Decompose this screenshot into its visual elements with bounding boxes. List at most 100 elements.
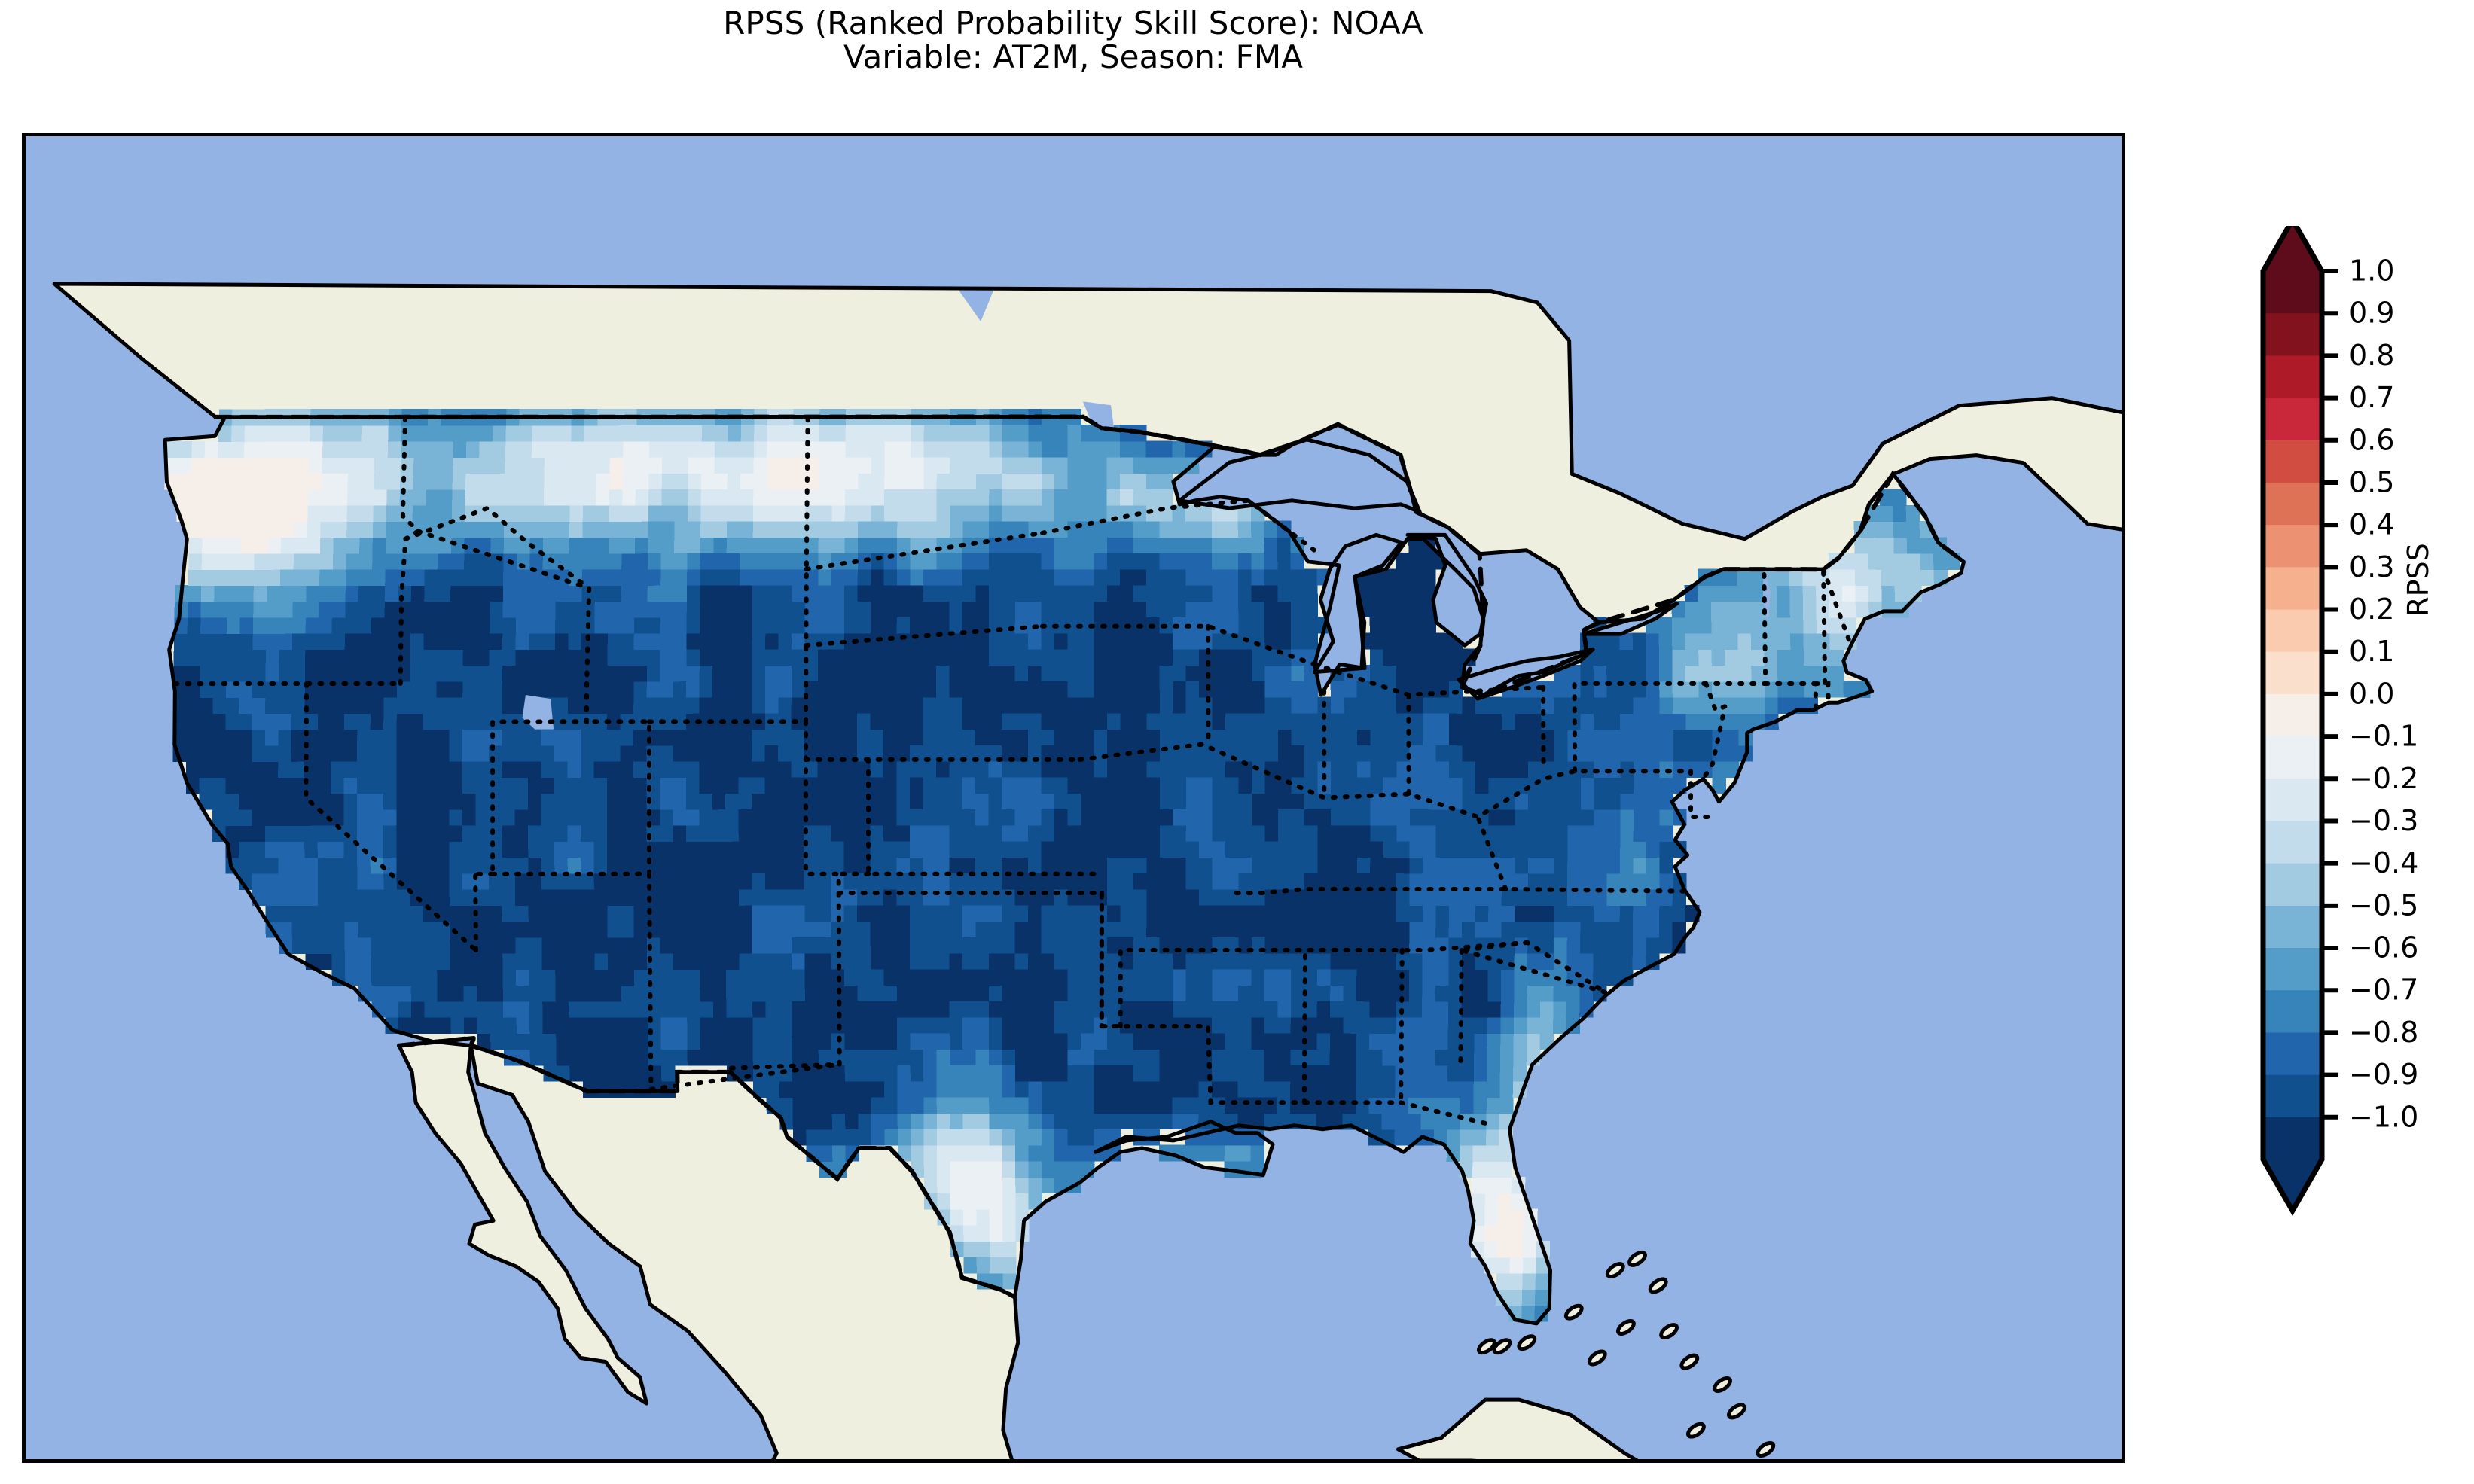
rpss-grid-cell xyxy=(1737,648,1753,666)
rpss-grid-cell xyxy=(975,968,990,986)
rpss-grid-cell xyxy=(778,745,792,762)
rpss-grid-cell xyxy=(1484,1193,1499,1210)
rpss-grid-cell xyxy=(423,776,437,794)
rpss-grid-cell xyxy=(383,793,398,810)
lake xyxy=(1179,439,1420,513)
rpss-grid-cell xyxy=(949,728,963,746)
rpss-grid-cell xyxy=(278,824,292,842)
rpss-grid-cell xyxy=(227,601,242,618)
rpss-grid-cell xyxy=(923,1080,938,1098)
island xyxy=(1605,1262,1625,1279)
rpss-grid-cell xyxy=(1133,985,1148,1002)
rpss-grid-cell xyxy=(1145,1065,1161,1082)
rpss-grid-cell xyxy=(331,857,345,874)
rpss-grid-cell xyxy=(1646,648,1660,666)
rpss-grid-cell xyxy=(203,457,218,474)
rpss-grid-cell xyxy=(1278,728,1292,746)
rpss-grid-cell xyxy=(633,968,648,986)
rpss-grid-cell xyxy=(1094,745,1108,762)
rpss-grid-cell xyxy=(896,776,911,794)
rpss-grid-cell xyxy=(532,425,546,442)
rpss-grid-cell xyxy=(427,425,442,442)
rpss-grid-cell xyxy=(1133,664,1148,682)
rpss-grid-cell xyxy=(1014,985,1030,1002)
rpss-grid-cell xyxy=(542,985,557,1002)
rpss-grid-cell xyxy=(725,745,740,762)
rpss-grid-cell xyxy=(1435,793,1451,810)
rpss-grid-cell xyxy=(1633,712,1648,730)
rpss-grid-cell xyxy=(1475,921,1490,938)
rpss-grid-cell xyxy=(700,568,715,586)
colorbar-band xyxy=(2263,609,2322,653)
rpss-grid-cell xyxy=(1106,520,1121,538)
rpss-grid-cell xyxy=(1237,1160,1252,1178)
rpss-grid-cell xyxy=(621,553,636,570)
rpss-grid-cell xyxy=(226,665,240,682)
rpss-grid-cell xyxy=(1343,985,1358,1002)
rpss-grid-cell xyxy=(620,904,635,922)
rpss-grid-cell xyxy=(304,760,319,778)
rpss-grid-cell xyxy=(229,489,244,506)
rpss-grid-cell xyxy=(988,681,1003,698)
rpss-grid-cell xyxy=(752,968,767,986)
rpss-grid-cell xyxy=(950,425,964,442)
rpss-grid-cell xyxy=(595,568,609,586)
rpss-grid-cell xyxy=(792,617,806,634)
rpss-grid-cell xyxy=(1659,904,1673,922)
rpss-grid-cell xyxy=(1290,1016,1305,1034)
rpss-grid-cell xyxy=(1041,1160,1056,1178)
rpss-grid-cell xyxy=(1251,921,1266,938)
rpss-grid-cell xyxy=(226,617,241,634)
rpss-grid-cell xyxy=(1067,568,1081,586)
rpss-grid-cell xyxy=(804,952,819,970)
rpss-grid-cell xyxy=(1106,728,1121,746)
rpss-grid-cell xyxy=(225,793,239,810)
rpss-grid-cell xyxy=(1485,1160,1499,1178)
rpss-grid-cell xyxy=(1264,1016,1279,1034)
rpss-grid-cell xyxy=(1080,472,1095,490)
rpss-grid-cell xyxy=(1515,745,1529,762)
rpss-grid-cell xyxy=(660,985,675,1002)
rpss-grid-cell xyxy=(1106,1001,1121,1018)
rpss-grid-cell xyxy=(343,696,358,714)
rpss-grid-cell xyxy=(1496,1288,1510,1306)
rpss-grid-cell xyxy=(462,760,477,778)
rpss-grid-cell xyxy=(212,809,227,826)
rpss-grid-cell xyxy=(293,553,308,570)
rpss-grid-cell xyxy=(1382,1049,1396,1066)
rpss-grid-cell xyxy=(910,1032,924,1050)
rpss-grid-cell xyxy=(1054,776,1069,794)
rpss-grid-cell xyxy=(857,952,871,970)
rpss-grid-cell xyxy=(1396,665,1411,682)
rpss-grid-cell xyxy=(673,824,687,842)
rpss-grid-cell xyxy=(1606,696,1621,714)
rpss-grid-cell xyxy=(935,856,950,874)
rpss-grid-cell xyxy=(1343,1001,1358,1018)
rpss-grid-cell xyxy=(1120,968,1134,986)
rpss-grid-cell xyxy=(1554,952,1568,970)
rpss-grid-cell xyxy=(1159,1001,1173,1018)
rpss-grid-cell xyxy=(831,1129,847,1146)
rpss-grid-cell xyxy=(515,681,529,698)
rpss-grid-cell xyxy=(475,809,490,826)
rpss-grid-cell xyxy=(318,649,333,666)
rpss-grid-cell xyxy=(1185,1144,1200,1162)
rpss-grid-cell xyxy=(1015,1113,1030,1130)
rpss-grid-cell xyxy=(319,617,333,634)
rpss-grid-cell xyxy=(1291,952,1305,970)
rpss-grid-cell xyxy=(1488,776,1503,794)
rpss-grid-cell xyxy=(1014,632,1030,650)
rpss-grid-cell xyxy=(1593,952,1607,970)
rpss-grid-cell xyxy=(1094,952,1108,970)
rpss-grid-cell xyxy=(883,840,898,858)
rpss-grid-cell xyxy=(475,888,490,906)
rpss-grid-cell xyxy=(1369,1001,1383,1018)
rpss-grid-cell xyxy=(1473,1113,1487,1130)
rpss-grid-cell xyxy=(1120,904,1134,922)
rpss-grid-cell xyxy=(819,1129,834,1146)
rpss-grid-cell xyxy=(164,457,179,474)
rpss-grid-cell xyxy=(1317,857,1332,874)
rpss-grid-cell xyxy=(607,632,622,650)
rpss-grid-cell xyxy=(1212,776,1227,794)
rpss-grid-cell xyxy=(478,456,493,474)
